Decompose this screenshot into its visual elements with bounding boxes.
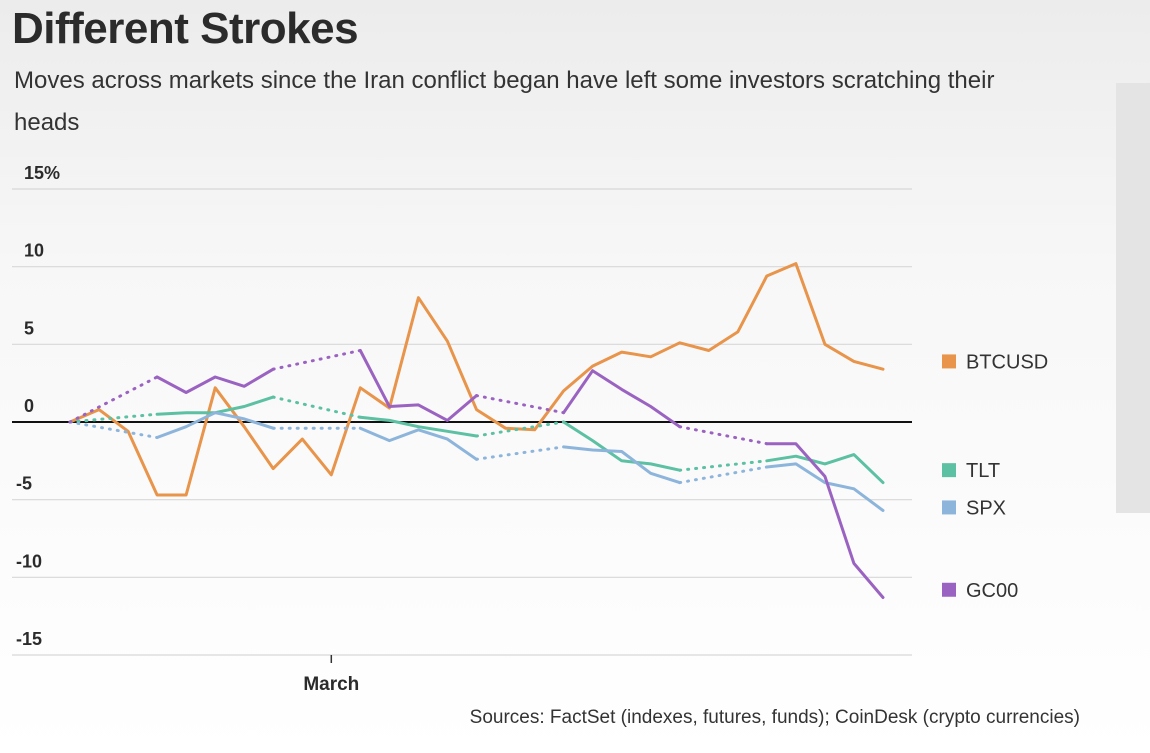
spx-line	[765, 462, 885, 512]
series-btcusd	[68, 262, 885, 497]
gc00-gap-line	[68, 375, 159, 424]
legend-label: SPX	[966, 497, 1006, 519]
gridlines	[12, 188, 912, 656]
y-tick-label: -15	[16, 629, 42, 649]
source-note: Sources: FactSet (indexes, futures, fund…	[469, 707, 1080, 728]
spx-line	[562, 445, 682, 485]
legend: BTCUSD TLT SPX GC00	[942, 351, 1048, 602]
series-lines	[68, 262, 885, 599]
legend-label: TLT	[966, 460, 1000, 482]
y-tick-label: 15%	[24, 163, 60, 183]
tlt-gap-line	[271, 395, 362, 419]
legend-label: GC00	[966, 580, 1018, 602]
chart-title: Different Strokes	[12, 4, 359, 53]
gc00-line	[562, 369, 682, 429]
y-tick-label: 10	[24, 241, 44, 261]
side-panel	[1116, 83, 1150, 513]
y-axis-ticks: 15% 10 5 0 -5 -10 -15	[16, 163, 60, 649]
gc00-line	[358, 349, 478, 422]
legend-swatch	[942, 463, 956, 478]
x-axis: March	[303, 655, 359, 695]
legend-swatch	[942, 500, 956, 515]
x-tick-label: March	[303, 674, 359, 695]
y-tick-label: 0	[24, 396, 34, 416]
legend-swatch	[942, 354, 956, 369]
tlt-gap-line	[68, 412, 159, 424]
y-tick-label: -5	[16, 474, 32, 494]
chart-subtitle: Moves across markets since the Iran conf…	[14, 67, 995, 136]
gc00-line	[765, 442, 885, 599]
btcusd-line	[68, 262, 885, 497]
series-tlt	[68, 395, 885, 485]
legend-item-tlt: TLT	[942, 460, 1000, 482]
legend-item-btcusd: BTCUSD	[942, 351, 1048, 373]
legend-item-gc00: GC00	[942, 580, 1018, 602]
series-spx	[68, 411, 885, 512]
spx-gap-line	[68, 420, 159, 439]
spx-gap-line	[678, 465, 769, 485]
legend-swatch	[942, 582, 956, 597]
spx-line	[358, 426, 478, 461]
tlt-gap-line	[475, 420, 566, 438]
tlt-line	[562, 420, 682, 472]
gc00-gap-line	[475, 394, 566, 415]
gc00-line	[155, 367, 275, 394]
y-tick-label: 5	[24, 318, 34, 338]
spx-line	[155, 411, 275, 439]
gc00-gap-line	[271, 349, 362, 371]
gc00-gap-line	[678, 425, 769, 446]
spx-gap-line	[475, 445, 566, 461]
tlt-line	[358, 415, 478, 438]
legend-item-spx: SPX	[942, 497, 1006, 519]
y-tick-label: -10	[16, 551, 42, 571]
tlt-gap-line	[678, 459, 769, 472]
legend-label: BTCUSD	[966, 351, 1048, 373]
series-gc00	[68, 349, 885, 599]
tlt-line	[765, 453, 885, 485]
